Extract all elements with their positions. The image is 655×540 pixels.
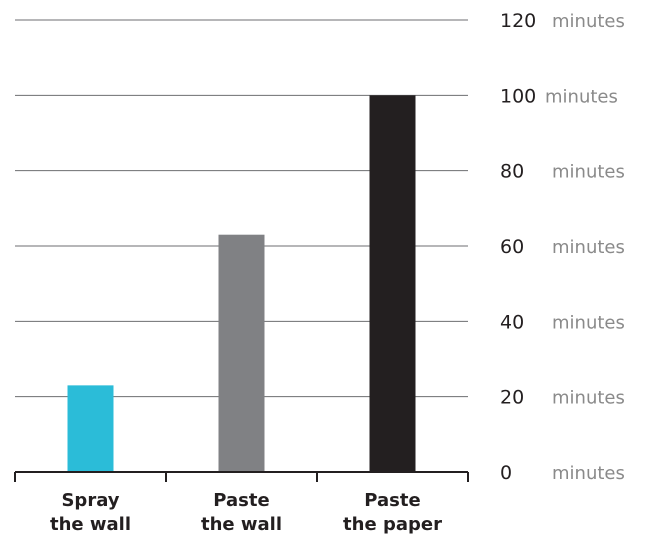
x-category-label-3: Paste the paper (343, 490, 442, 535)
x-category-label-line: Paste (364, 490, 420, 511)
y-tick-unit-40: minutes (552, 312, 625, 333)
y-tick-label-120: 120 (500, 10, 536, 32)
y-tick-unit-100: minutes (545, 86, 618, 107)
y-tick-unit-0: minutes (552, 463, 625, 484)
y-tick-label-20: 20 (500, 387, 524, 409)
x-category-label-line: the paper (343, 514, 442, 535)
y-tick-unit-20: minutes (552, 388, 625, 409)
x-category-label-line: the wall (50, 514, 131, 535)
x-category-label-line: Paste (213, 490, 269, 511)
y-tick-label-40: 40 (500, 311, 524, 333)
y-tick-label-0: 0 (500, 462, 512, 484)
bar-3 (369, 95, 416, 472)
y-tick-unit-80: minutes (552, 162, 625, 183)
bar-2 (218, 234, 265, 472)
x-category-label-1: Spray the wall (50, 490, 131, 535)
y-tick-label-80: 80 (500, 161, 524, 183)
y-tick-label-60: 60 (500, 236, 524, 258)
y-tick-unit-60: minutes (552, 237, 625, 258)
x-category-label-2: Paste the wall (201, 490, 282, 535)
x-category-label-line: Spray (61, 490, 119, 511)
bar-1 (67, 385, 114, 472)
y-tick-unit-120: minutes (552, 11, 625, 32)
x-category-label-line: the wall (201, 514, 282, 535)
y-tick-label-100: 100 (500, 85, 536, 107)
